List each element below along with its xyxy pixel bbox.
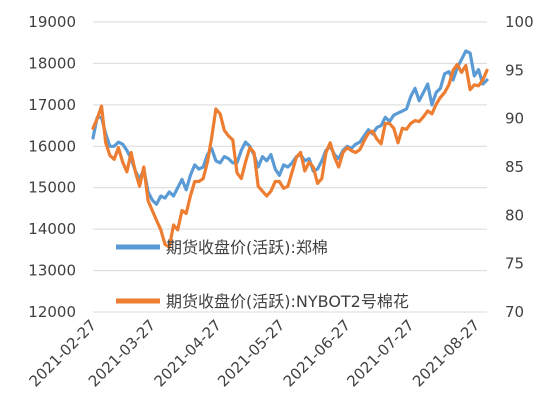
legend-label-zhengmian: 期货收盘价(活跃):郑棉 bbox=[166, 238, 328, 257]
x-tick-label: 2021-04-27 bbox=[151, 316, 225, 390]
y-right-tick-label: 70 bbox=[505, 303, 524, 321]
x-tick-label: 2021-08-27 bbox=[409, 316, 483, 390]
y-left-tick-label: 16000 bbox=[28, 137, 76, 155]
legend-label-nybot: 期货收盘价(活跃):NYBOT2号棉花 bbox=[166, 292, 409, 311]
y-right-tick-label: 75 bbox=[505, 255, 524, 273]
right-axis-ticks: 70 75 80 85 90 95 100 bbox=[505, 13, 534, 321]
x-tick-label: 2021-05-27 bbox=[214, 316, 288, 390]
x-axis-ticks: 2021-02-272021-03-272021-04-272021-05-27… bbox=[26, 316, 484, 390]
y-left-tick-label: 17000 bbox=[28, 96, 76, 114]
y-right-tick-label: 85 bbox=[505, 158, 524, 176]
y-left-tick-label: 13000 bbox=[28, 262, 76, 280]
y-right-tick-label: 95 bbox=[505, 61, 524, 79]
legend-entry-zhengmian[interactable]: 期货收盘价(活跃):郑棉 bbox=[116, 238, 328, 257]
gridlines bbox=[93, 21, 487, 313]
series-line-1 bbox=[91, 62, 489, 249]
legend-entry-nybot[interactable]: 期货收盘价(活跃):NYBOT2号棉花 bbox=[116, 292, 409, 311]
x-tick-label: 2021-06-27 bbox=[280, 316, 354, 390]
y-left-tick-label: 14000 bbox=[28, 220, 76, 238]
series-line-0 bbox=[91, 49, 489, 206]
left-axis-ticks: 12000 13000 14000 15000 16000 17000 18000 19000 bbox=[28, 13, 76, 321]
x-tick-label: 2021-07-27 bbox=[343, 316, 417, 390]
y-left-tick-label: 18000 bbox=[28, 54, 76, 72]
y-left-tick-label: 12000 bbox=[28, 303, 76, 321]
y-right-tick-label: 90 bbox=[505, 110, 524, 128]
y-right-tick-label: 80 bbox=[505, 206, 524, 224]
y-left-tick-label: 19000 bbox=[28, 13, 76, 31]
legend: 期货收盘价(活跃):郑棉 期货收盘价(活跃):NYBOT2号棉花 bbox=[116, 238, 409, 311]
series-lines bbox=[91, 49, 489, 249]
y-right-tick-label: 100 bbox=[505, 13, 534, 31]
y-left-tick-label: 15000 bbox=[28, 179, 76, 197]
